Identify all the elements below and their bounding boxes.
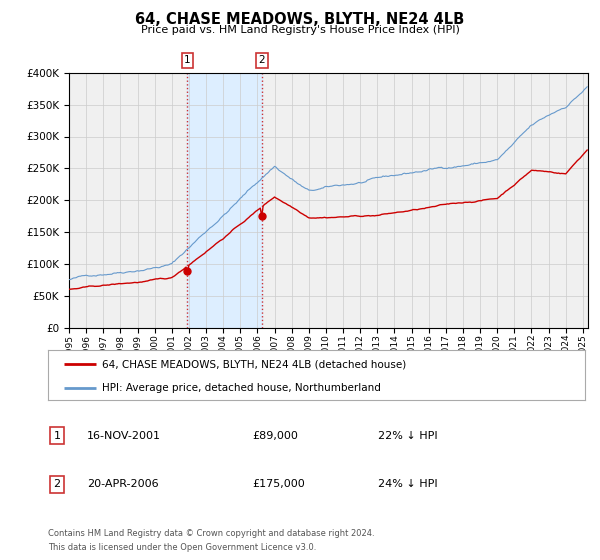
Text: 64, CHASE MEADOWS, BLYTH, NE24 4LB: 64, CHASE MEADOWS, BLYTH, NE24 4LB xyxy=(136,12,464,27)
Text: 16-NOV-2001: 16-NOV-2001 xyxy=(87,431,161,441)
Text: £175,000: £175,000 xyxy=(252,479,305,489)
Text: Contains HM Land Registry data © Crown copyright and database right 2024.: Contains HM Land Registry data © Crown c… xyxy=(48,529,374,538)
Text: 64, CHASE MEADOWS, BLYTH, NE24 4LB (detached house): 64, CHASE MEADOWS, BLYTH, NE24 4LB (deta… xyxy=(102,359,406,369)
Text: 2: 2 xyxy=(53,479,61,489)
Text: 1: 1 xyxy=(53,431,61,441)
Text: 2: 2 xyxy=(259,55,265,65)
Text: HPI: Average price, detached house, Northumberland: HPI: Average price, detached house, Nort… xyxy=(102,383,380,393)
Text: 20-APR-2006: 20-APR-2006 xyxy=(87,479,158,489)
Text: 1: 1 xyxy=(184,55,191,65)
Bar xyxy=(187,73,262,328)
Text: 22% ↓ HPI: 22% ↓ HPI xyxy=(378,431,437,441)
Text: £89,000: £89,000 xyxy=(252,431,298,441)
Text: This data is licensed under the Open Government Licence v3.0.: This data is licensed under the Open Gov… xyxy=(48,543,316,552)
Text: 24% ↓ HPI: 24% ↓ HPI xyxy=(378,479,437,489)
Text: Price paid vs. HM Land Registry's House Price Index (HPI): Price paid vs. HM Land Registry's House … xyxy=(140,25,460,35)
